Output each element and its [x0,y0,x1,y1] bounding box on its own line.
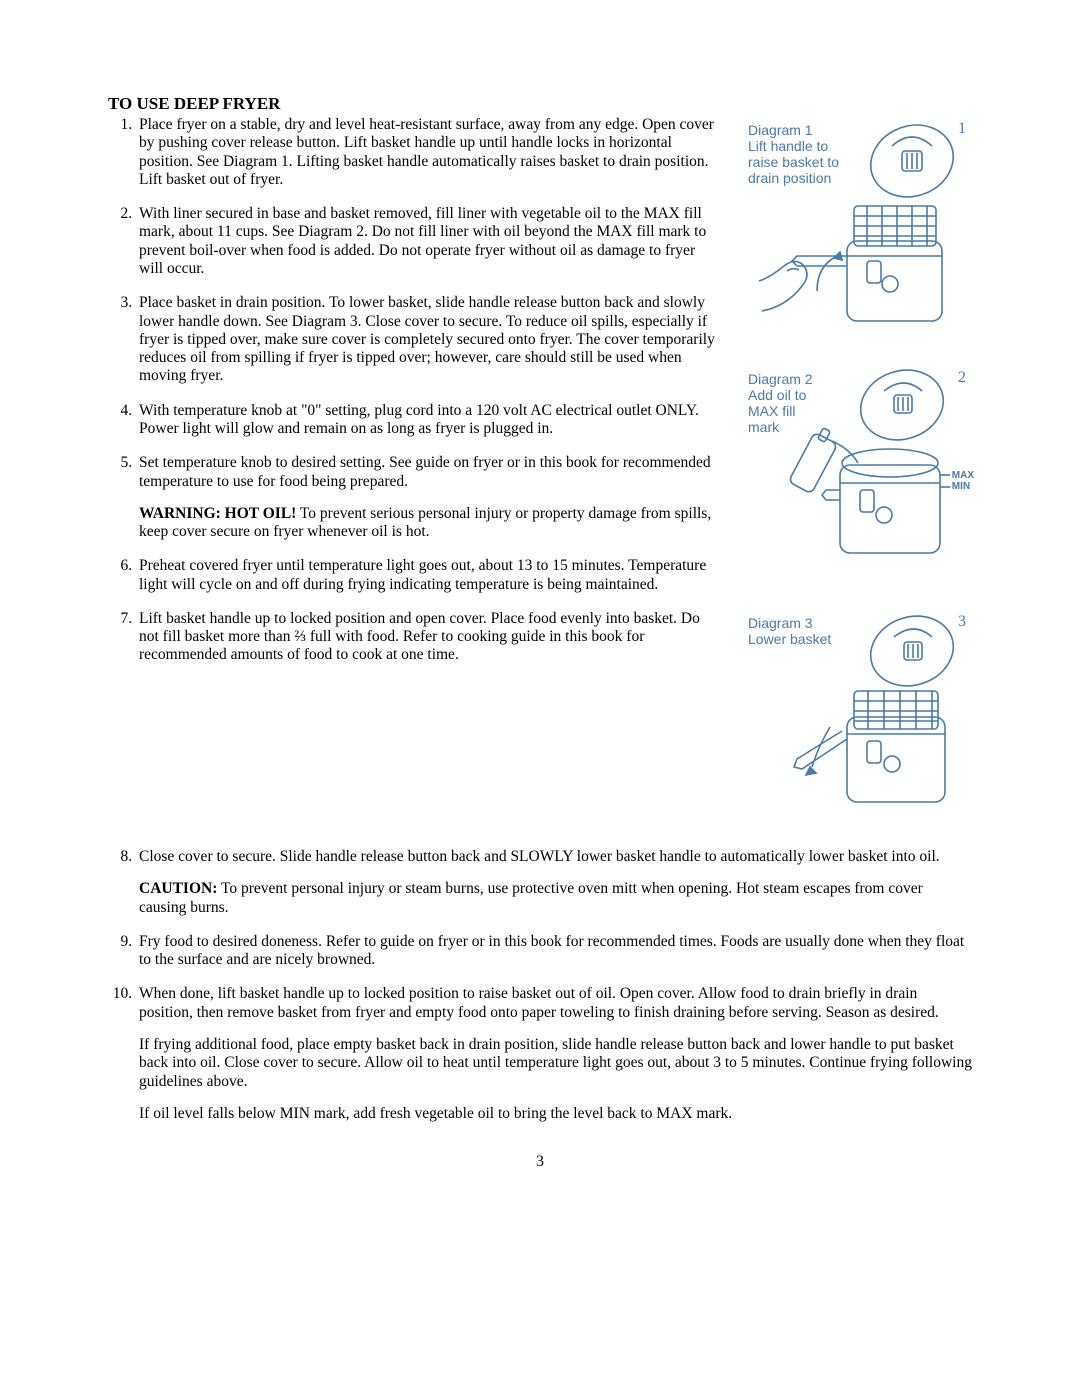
diagram-caption-line: drain position [748,170,831,186]
step-text: Place basket in drain position. To lower… [139,294,715,384]
step-text: Lift basket handle up to locked position… [139,610,700,664]
max-label: MAX [952,470,974,481]
page-number: 3 [108,1153,972,1171]
diagram-caption-line: Lift handle to [748,138,828,154]
step-text: With temperature knob at "0" setting, pl… [139,402,699,437]
diagram-number: 3 [958,613,966,631]
min-label: MIN [952,481,970,492]
warning-bold: WARNING: HOT OIL! [139,505,296,522]
diagram-1: Diagram 1 Lift handle to raise basket to… [742,116,972,341]
diagrams-column: Diagram 1 Lift handle to raise basket to… [742,116,972,848]
step-extra-1: If frying additional food, place empty b… [139,1036,972,1091]
step-9: Fry food to desired doneness. Refer to g… [136,933,972,970]
step-6: Preheat covered fryer until temperature … [136,557,722,594]
diagram-caption-line: Lower basket [748,631,831,647]
diagram-3: Diagram 3 Lower basket 3 [742,609,972,824]
step-3: Place basket in drain position. To lower… [136,294,722,385]
step-7: Lift basket handle up to locked position… [136,610,722,665]
step-text: Preheat covered fryer until temperature … [139,557,706,592]
step-extra-2: If oil level falls below MIN mark, add f… [139,1105,972,1123]
diagram-caption-line: Add oil to [748,387,806,403]
step-text: When done, lift basket handle up to lock… [139,985,939,1020]
diagram-title: Diagram 2 [748,371,813,387]
manual-page: TO USE DEEP FRYER Place fryer on a stabl… [0,0,1080,1211]
diagram-2: Diagram 2 Add oil to MAX fill mark 2 MAX… [742,365,972,585]
step-text: Close cover to secure. Slide handle rele… [139,848,940,865]
caution-block: CAUTION: To prevent personal injury or s… [139,880,972,917]
step-4: With temperature knob at "0" setting, pl… [136,402,722,439]
two-column-row: Place fryer on a stable, dry and level h… [108,116,972,848]
diagram-label: Diagram 1 Lift handle to raise basket to… [748,122,839,186]
diagram-title: Diagram 1 [748,122,813,138]
section-title: TO USE DEEP FRYER [108,94,972,114]
step-1: Place fryer on a stable, dry and level h… [136,116,722,189]
step-text: Set temperature knob to desired setting.… [139,454,711,489]
diagram-title: Diagram 3 [748,615,813,631]
caution-bold: CAUTION: [139,880,217,897]
diagram-number: 1 [958,120,966,138]
step-2: With liner secured in base and basket re… [136,205,722,278]
step-8: Close cover to secure. Slide handle rele… [136,848,972,917]
diagram-caption-line: raise basket to [748,154,839,170]
fill-marks: MAX MIN [952,470,974,492]
step-text: Place fryer on a stable, dry and level h… [139,116,714,188]
steps-list-narrow: Place fryer on a stable, dry and level h… [108,116,722,665]
step-10: When done, lift basket handle up to lock… [136,985,972,1123]
instructions-column: Place fryer on a stable, dry and level h… [108,116,742,681]
step-5: Set temperature knob to desired setting.… [136,454,722,541]
step-text: With liner secured in base and basket re… [139,205,706,277]
diagram-label: Diagram 3 Lower basket [748,615,831,647]
diagram-caption-line: mark [748,419,779,435]
diagram-number: 2 [958,369,966,387]
steps-list-full: Close cover to secure. Slide handle rele… [108,848,972,1123]
diagram-caption-line: MAX fill [748,403,795,419]
diagram-label: Diagram 2 Add oil to MAX fill mark [748,371,813,435]
warning-block: WARNING: HOT OIL! To prevent serious per… [139,505,722,542]
caution-rest: To prevent personal injury or steam burn… [139,880,923,915]
step-text: Fry food to desired doneness. Refer to g… [139,933,964,968]
